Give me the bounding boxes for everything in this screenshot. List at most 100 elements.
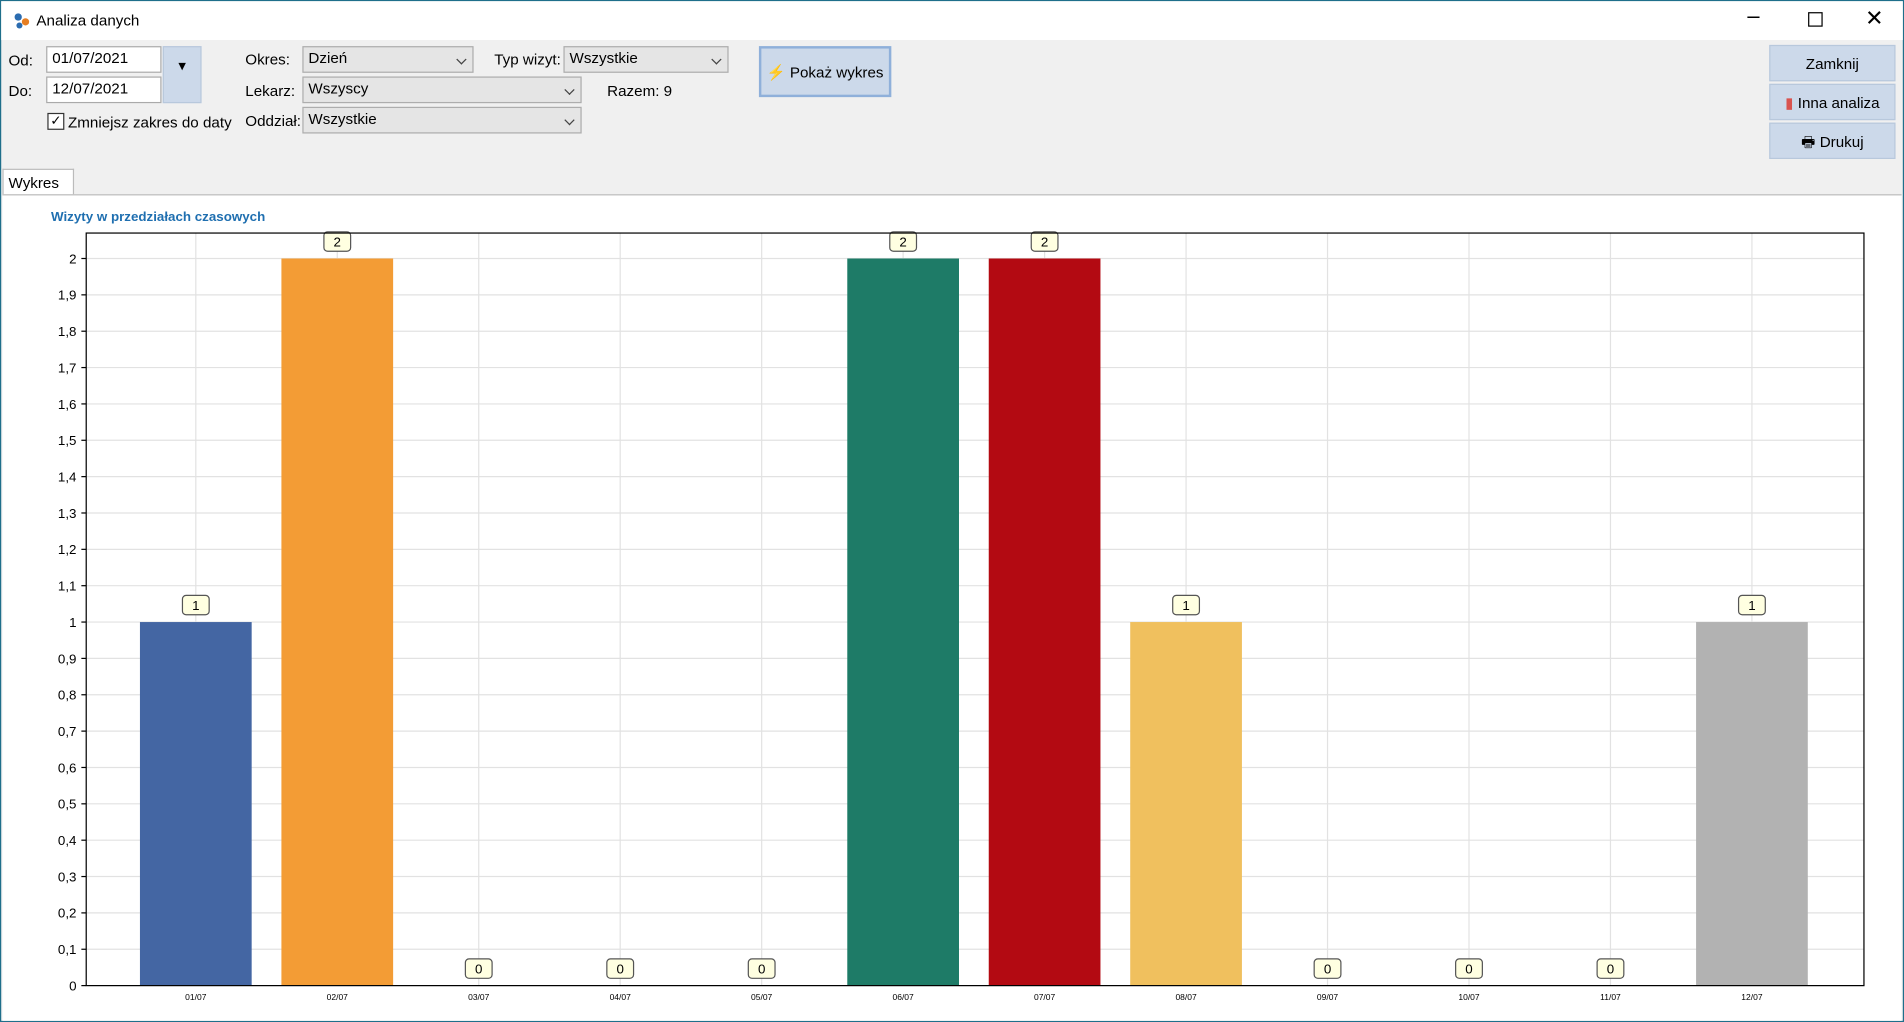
- value-label-box: [323, 231, 352, 252]
- combo[interactable]: Wszystkie: [302, 106, 582, 134]
- y-tick-label: 0,9: [58, 651, 77, 666]
- y-tick-label: 0: [69, 978, 76, 993]
- label: Okres:: [245, 50, 290, 68]
- chart-title: Wizyty w przedziałach czasowych: [51, 209, 265, 224]
- value-label: 1: [1182, 598, 1189, 613]
- chart: Wizyty w przedziałach czasowych 0 0,1 0,2 0…: [51, 209, 1865, 1002]
- button-label: Pokaż wykres: [789, 64, 884, 82]
- combo[interactable]: Wszystkie: [563, 46, 729, 73]
- checkbox[interactable]: ✓: [47, 112, 65, 130]
- icon: ⚡: [766, 64, 786, 82]
- y-tick-label: 0,2: [58, 906, 77, 921]
- minimize[interactable]: –: [1747, 3, 1760, 28]
- label: Od:: [8, 52, 33, 70]
- x-tick-label: 07/07: [1034, 992, 1056, 1002]
- tab-panel: Wizyty w przedziałach czasowych 0 0,1 0,2 0…: [2, 194, 1902, 1021]
- app-icon: [14, 13, 30, 29]
- combo[interactable]: Dzień: [302, 46, 474, 73]
- value-label-box: [1172, 594, 1201, 616]
- value-label: 0: [616, 961, 623, 976]
- y-tick-label: 0,8: [58, 688, 77, 703]
- button-label: Drukuj: [1819, 133, 1864, 151]
- x-tick-label: 12/07: [1741, 992, 1763, 1002]
- label: Typ wizyt:: [494, 50, 561, 68]
- x-tick-label: 06/07: [893, 992, 915, 1002]
- close-button[interactable]: Zamknij: [1769, 44, 1896, 82]
- y-tick-label: 0,4: [58, 833, 77, 848]
- close-window[interactable]: ✕: [1865, 6, 1884, 31]
- y-tick-label: 0,5: [58, 797, 77, 812]
- x-tick-label: 10/07: [1458, 992, 1480, 1002]
- value-label: 0: [475, 961, 482, 976]
- window-title: Analiza danych: [36, 12, 140, 30]
- y-tick-label: 0,7: [58, 724, 77, 739]
- icon: ▮: [1785, 94, 1794, 112]
- value-label-box: [1030, 231, 1059, 252]
- y-tick-label: 1: [69, 615, 76, 630]
- range-dropdown[interactable]: ▾: [162, 46, 202, 104]
- bar: [988, 258, 1101, 986]
- bar: [139, 622, 252, 986]
- value-label: 0: [758, 961, 765, 976]
- value-label: 2: [1041, 234, 1048, 249]
- y-tick-label: 1,6: [58, 397, 77, 412]
- x-tick-label: 11/07: [1600, 992, 1621, 1002]
- title-bar: Analiza danych – ✕: [1, 1, 1903, 41]
- value-label-box: [747, 958, 776, 979]
- other-analysis-button[interactable]: ▮ Inna analiza: [1769, 83, 1896, 121]
- label: Do:: [8, 82, 33, 100]
- x-tick-label: 08/07: [1175, 992, 1197, 1002]
- value-label: 1: [192, 598, 199, 613]
- date-input[interactable]: 01/07/2021: [46, 46, 162, 73]
- label: Oddział:: [245, 112, 301, 130]
- maximize[interactable]: [1808, 12, 1823, 27]
- x-tick-label: 04/07: [610, 992, 632, 1002]
- y-tick-label: 1,7: [58, 360, 77, 375]
- y-tick-label: 1,3: [58, 506, 77, 521]
- icon: 🖶: [1801, 133, 1816, 151]
- y-tick-label: 1,1: [58, 579, 77, 594]
- value-label: 0: [1324, 961, 1331, 976]
- x-tick-label: 09/07: [1317, 992, 1339, 1002]
- y-tick-label: 1,2: [58, 542, 77, 557]
- value-label-box: [606, 958, 635, 979]
- show-chart-button[interactable]: ⚡ Pokaż wykres: [758, 46, 892, 98]
- date-input[interactable]: 12/07/2021: [46, 76, 162, 104]
- button-label: Inna analiza: [1797, 94, 1880, 112]
- bar: [1696, 622, 1808, 986]
- value-label-box: [181, 594, 210, 616]
- plot-border: [85, 232, 1865, 987]
- y-tick-label: 1,8: [58, 324, 77, 339]
- y-tick-label: 1,5: [58, 433, 77, 448]
- y-tick-label: 2: [69, 251, 76, 266]
- value-label-box: [889, 231, 918, 252]
- x-tick-label: 03/07: [468, 992, 490, 1002]
- tab[interactable]: Wykres: [2, 168, 75, 196]
- value-label-box: [1313, 958, 1342, 979]
- value-label: 2: [334, 234, 341, 249]
- y-tick-label: 0,3: [58, 869, 77, 884]
- value-label-box: [1596, 958, 1625, 979]
- x-tick-label: 01/07: [185, 992, 207, 1002]
- value-label: 0: [1607, 961, 1614, 976]
- combo[interactable]: Wszyscy: [302, 76, 582, 104]
- total: Razem: 9: [607, 82, 673, 100]
- x-tick-label: 05/07: [751, 992, 773, 1002]
- value-label-box: [464, 958, 493, 979]
- y-tick-label: 1,4: [58, 469, 77, 484]
- bar: [281, 258, 394, 986]
- checkbox-label[interactable]: Zmniejsz zakres do daty: [68, 114, 232, 132]
- y-tick-label: 0,1: [58, 942, 77, 957]
- y-tick-label: 0,6: [58, 760, 77, 775]
- value-label-box: [1737, 594, 1766, 616]
- bar: [847, 258, 959, 986]
- print-button[interactable]: 🖶 Drukuj: [1769, 122, 1896, 160]
- bar: [1130, 622, 1242, 986]
- value-label: 0: [1465, 961, 1472, 976]
- value-label: 2: [899, 234, 906, 249]
- y-tick-label: 1,9: [58, 288, 77, 303]
- x-tick-label: 02/07: [327, 992, 349, 1002]
- value-label-box: [1455, 958, 1483, 979]
